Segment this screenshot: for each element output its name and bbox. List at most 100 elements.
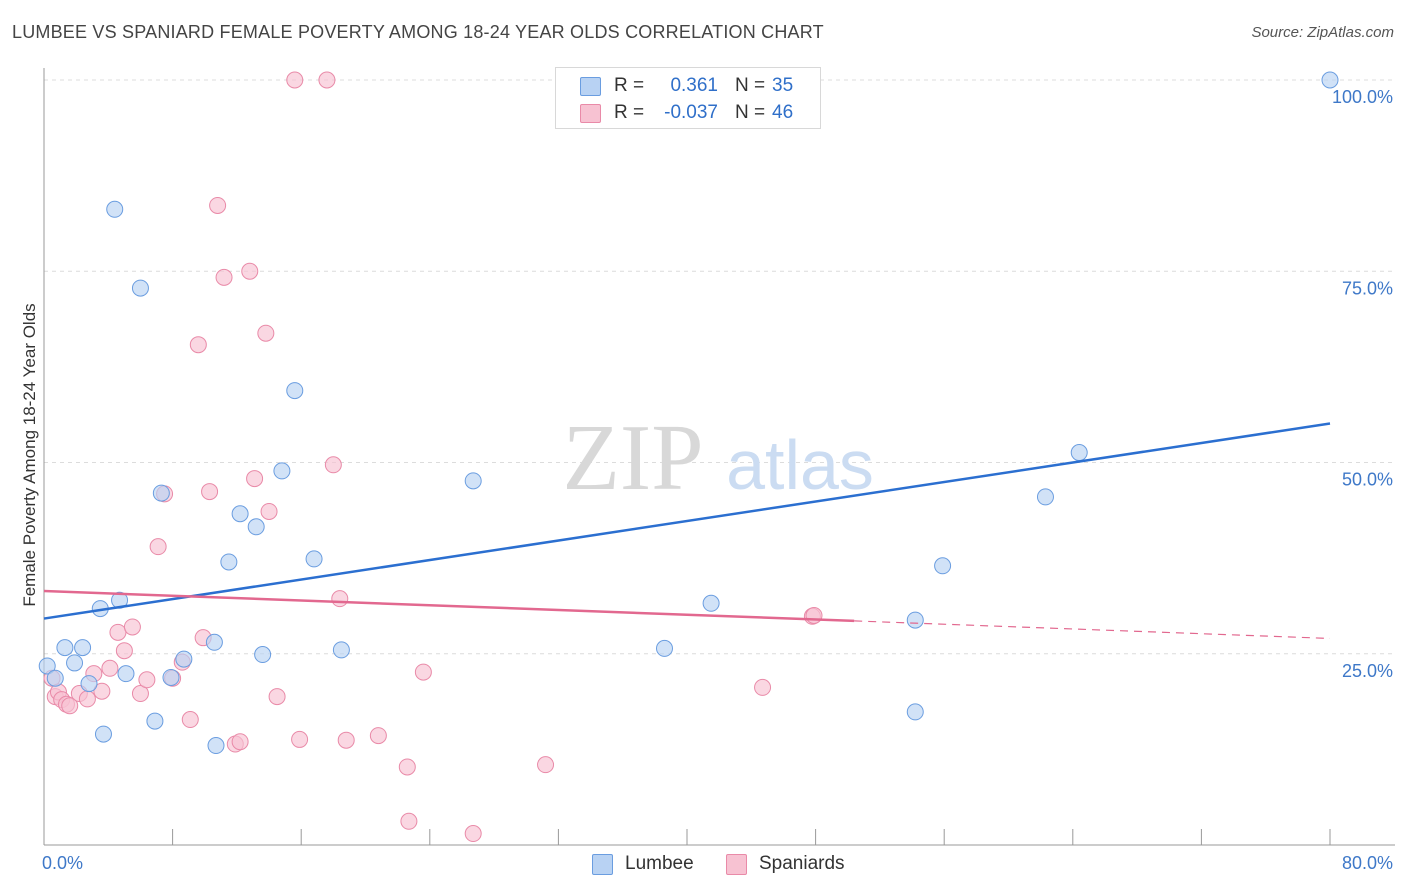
spaniards-point <box>331 590 349 608</box>
lumbee-r-label: R = <box>614 75 645 96</box>
spaniards-point <box>78 690 96 708</box>
lumbee-point <box>74 639 92 657</box>
spaniards-point <box>123 618 141 636</box>
spaniards-point <box>215 268 233 286</box>
y-tick-label: 25.0% <box>1342 661 1393 681</box>
spaniards-point <box>61 697 79 715</box>
spaniards-n-value: 46 <box>772 102 794 123</box>
lumbee-point <box>207 737 225 755</box>
spaniards-point <box>805 607 823 624</box>
lumbee-point <box>273 462 291 480</box>
spaniards-point <box>337 731 355 749</box>
stats-legend-row-spaniards: R = -0.037 N = 46 <box>556 100 820 128</box>
lumbee-n-value: 35 <box>772 75 794 96</box>
lumbee-point <box>254 646 272 664</box>
spaniards-point <box>414 663 432 681</box>
spaniards-point <box>149 538 167 556</box>
spaniards-point <box>109 623 127 641</box>
spaniards-point <box>246 470 264 488</box>
lumbee-point <box>56 639 74 657</box>
lumbee-point <box>175 650 193 668</box>
spaniards-point <box>181 711 199 729</box>
lumbee-legend-swatch <box>592 854 613 875</box>
lumbee-point <box>1070 444 1088 462</box>
spaniards-point <box>231 733 249 751</box>
series-legend: Lumbee Spaniards <box>0 852 1406 878</box>
tick-labels: 25.0% 50.0% 75.0% 100.0% 0.0% 80.0% <box>42 87 1393 873</box>
lumbee-point <box>117 665 135 683</box>
spaniards-point <box>115 642 133 660</box>
trend-layer <box>43 422 1331 640</box>
spaniards-point <box>464 825 482 843</box>
lumbee-point <box>152 484 170 502</box>
axis-layer <box>43 68 1395 846</box>
points-layer <box>38 71 1339 843</box>
lumbee-point <box>38 657 56 675</box>
spaniards-point <box>257 324 275 342</box>
spaniards-legend-swatch <box>726 854 747 875</box>
spaniards-point <box>369 727 387 745</box>
lumbee-point <box>702 594 720 612</box>
spaniards-trend-line <box>43 589 855 623</box>
watermark-atlas: atlas <box>726 426 874 504</box>
lumbee-point <box>1036 488 1054 506</box>
spaniards-point <box>318 71 336 89</box>
lumbee-point <box>332 641 350 659</box>
lumbee-point <box>906 703 924 721</box>
lumbee-point <box>146 712 164 730</box>
lumbee-n-label: N = <box>735 75 766 96</box>
spaniards-trend-extension <box>854 620 1331 640</box>
spaniards-point <box>209 196 227 214</box>
lumbee-point <box>220 553 238 571</box>
spaniards-legend-label: Spaniards <box>759 853 845 874</box>
stats-legend: R = 0.361 N = 35 R = -0.037 N = 46 <box>555 67 821 129</box>
lumbee-swatch <box>580 77 601 96</box>
lumbee-point <box>464 472 482 490</box>
spaniards-point <box>138 671 156 689</box>
lumbee-point <box>131 279 149 297</box>
stats-legend-row-lumbee: R = 0.361 N = 35 <box>556 73 820 101</box>
spaniards-point <box>260 502 278 520</box>
watermark: ZIP atlas <box>563 406 874 510</box>
spaniards-point <box>201 483 219 501</box>
watermark-zip: ZIP <box>563 406 704 510</box>
lumbee-trend-line <box>43 422 1331 620</box>
spaniards-swatch <box>580 104 601 123</box>
lumbee-point <box>1321 71 1339 89</box>
spaniards-point <box>400 812 418 830</box>
chart-title: LUMBEE VS SPANIARD FEMALE POVERTY AMONG … <box>12 22 824 42</box>
spaniards-n-label: N = <box>735 102 766 123</box>
spaniards-point <box>286 71 304 89</box>
lumbee-point <box>80 675 98 693</box>
lumbee-legend-label: Lumbee <box>625 853 694 874</box>
spaniards-point <box>398 758 416 776</box>
spaniards-point <box>93 682 111 700</box>
spaniards-point <box>291 730 309 748</box>
y-tick-label: 100.0% <box>1332 87 1393 107</box>
spaniards-point <box>268 688 286 706</box>
spaniards-point <box>324 456 342 474</box>
spaniards-point <box>131 685 149 703</box>
lumbee-point <box>94 725 112 743</box>
x-tick-label: 0.0% <box>42 853 83 873</box>
spaniards-r-value: -0.037 <box>664 102 718 123</box>
lumbee-point <box>655 639 673 657</box>
spaniards-point <box>101 659 119 677</box>
spaniards-point <box>754 678 772 696</box>
lumbee-point <box>934 557 952 575</box>
lumbee-point <box>162 668 180 686</box>
spaniards-r-label: R = <box>614 102 645 123</box>
lumbee-point <box>286 382 304 400</box>
lumbee-point <box>305 550 323 568</box>
lumbee-point <box>231 505 249 523</box>
chart-source: Source: ZipAtlas.com <box>1251 24 1394 41</box>
grid-layer <box>44 79 1395 655</box>
spaniards-point <box>189 336 207 354</box>
lumbee-point <box>247 518 265 536</box>
y-tick-label: 50.0% <box>1342 470 1393 490</box>
lumbee-r-value: 0.361 <box>670 75 718 96</box>
x-tick-label: 80.0% <box>1342 853 1393 873</box>
y-tick-label: 75.0% <box>1342 278 1393 298</box>
lumbee-point <box>106 200 124 218</box>
